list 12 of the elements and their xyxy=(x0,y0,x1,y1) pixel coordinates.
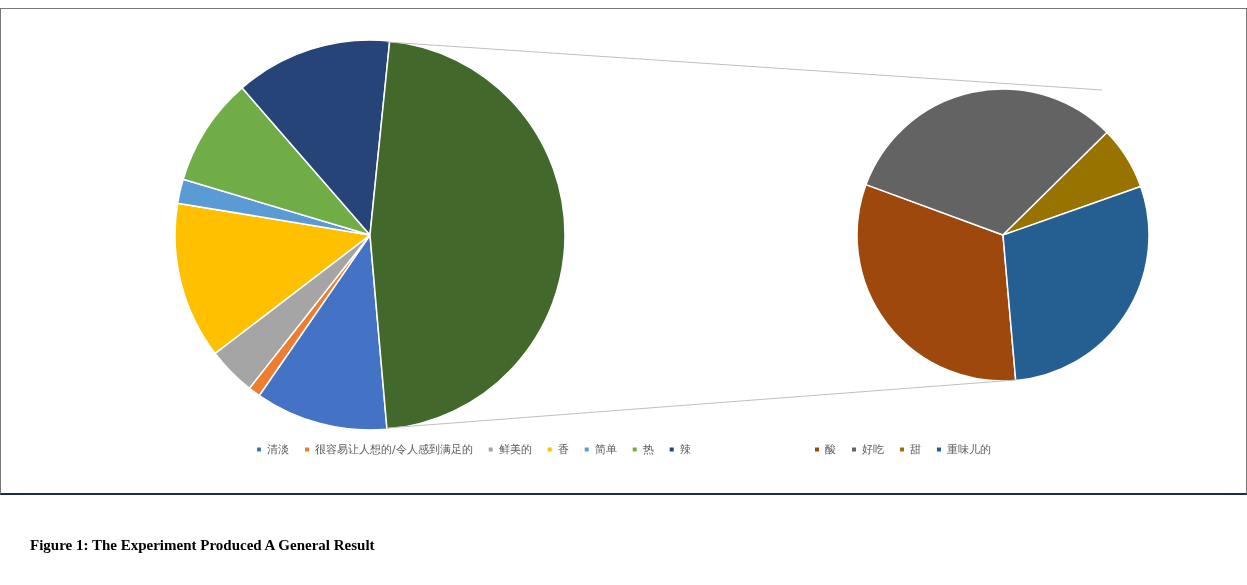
legend-label: 甜 xyxy=(910,443,921,456)
legend-label: 酸 xyxy=(825,443,836,456)
legend-label: 清淡 xyxy=(267,443,289,456)
legend-label: 鲜美的 xyxy=(498,443,532,456)
caption: Figure 1: The Experiment Produced A General Result xyxy=(30,537,375,554)
legend-label: 重味儿的 xyxy=(947,443,991,456)
legend-label: 很容易让人想的/令人感到满足的 xyxy=(315,443,473,456)
legend-label: 辣 xyxy=(679,443,691,456)
legend-label: 香 xyxy=(557,443,569,456)
legend-label: 热 xyxy=(642,443,654,456)
legend-label: 简单 xyxy=(594,443,617,456)
legend-label: 好吃 xyxy=(862,443,884,456)
